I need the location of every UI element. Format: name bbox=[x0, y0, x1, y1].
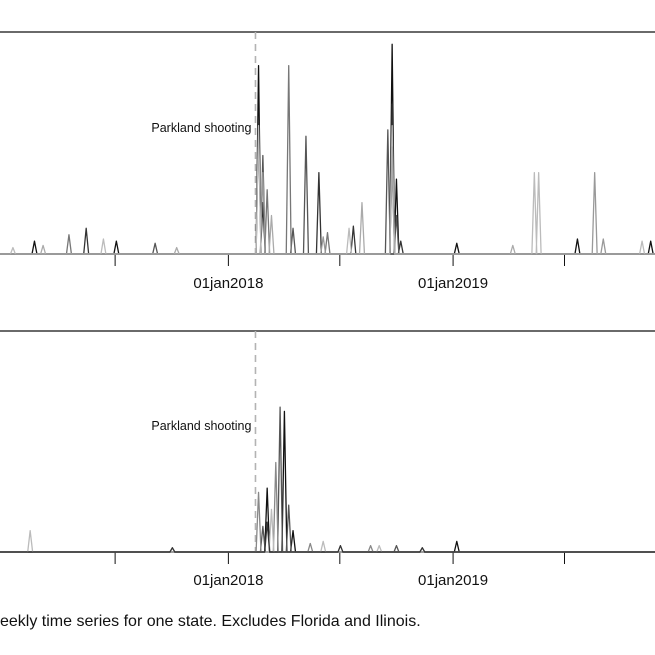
x-tick-label: 01jan2019 bbox=[418, 572, 488, 589]
figure-caption: eekly time series for one state. Exclude… bbox=[0, 613, 421, 630]
series-line bbox=[0, 521, 655, 553]
event-annotation: Parkland shooting bbox=[151, 121, 251, 135]
event-annotation: Parkland shooting bbox=[151, 419, 251, 433]
series-line bbox=[0, 146, 655, 255]
figure: 01jan2018 01jan2019 Parkland shooting 01ja… bbox=[0, 31, 655, 589]
series-line bbox=[0, 103, 655, 255]
x-tick-label: 01jan2018 bbox=[193, 572, 263, 589]
series-line bbox=[0, 159, 655, 255]
series-line bbox=[0, 65, 655, 255]
series-line bbox=[0, 410, 655, 553]
series-line bbox=[0, 43, 655, 255]
top-panel: 01jan2018 01jan2019 Parkland shooting bbox=[0, 31, 655, 292]
bottom-panel: 01jan2018 01jan2019 Parkland shooting bbox=[0, 330, 655, 589]
series-line bbox=[0, 508, 655, 553]
series-line bbox=[0, 406, 655, 553]
x-tick-label: 01jan2019 bbox=[418, 275, 488, 292]
x-tick-label: 01jan2018 bbox=[193, 275, 263, 292]
series-line bbox=[0, 461, 655, 553]
